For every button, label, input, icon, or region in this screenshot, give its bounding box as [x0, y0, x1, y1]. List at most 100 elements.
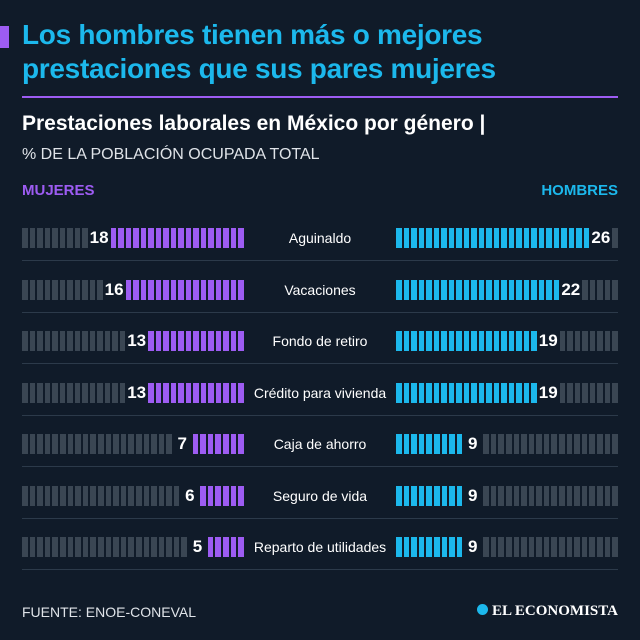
empty-segment: [44, 434, 51, 454]
empty-segment: [574, 485, 580, 506]
filled-segment: [140, 228, 147, 248]
filled-segment: [493, 279, 500, 300]
filled-segment: [403, 382, 410, 403]
filled-segment: [215, 228, 222, 248]
filled-segment: [215, 382, 222, 403]
empty-segment: [612, 485, 618, 506]
men-bar: 9: [396, 485, 618, 506]
divider: [22, 96, 618, 98]
empty-segment: [589, 279, 596, 300]
empty-segment: [589, 434, 596, 454]
empty-segment: [574, 382, 581, 403]
empty-segment: [612, 228, 618, 248]
filled-segment: [192, 434, 199, 454]
filled-segment: [411, 331, 417, 351]
empty-segment: [521, 434, 527, 454]
empty-segment: [483, 537, 489, 557]
men-bar: 19: [396, 382, 618, 403]
empty-segment: [581, 537, 588, 557]
filled-segment: [553, 279, 560, 300]
filled-segment: [170, 228, 177, 248]
empty-segment: [597, 434, 603, 454]
filled-segment: [238, 331, 244, 351]
empty-segment: [74, 228, 81, 248]
filled-segment: [403, 279, 410, 300]
filled-segment: [396, 331, 402, 351]
row-separator: [22, 517, 618, 519]
filled-segment: [418, 382, 425, 403]
empty-segment: [498, 537, 504, 557]
filled-segment: [200, 279, 207, 300]
filled-segment: [238, 434, 244, 454]
empty-segment: [128, 537, 134, 557]
filled-segment: [223, 228, 229, 248]
empty-segment: [551, 537, 558, 557]
empty-segment: [75, 434, 81, 454]
empty-segment: [505, 434, 512, 454]
empty-segment: [589, 382, 596, 403]
empty-segment: [105, 537, 112, 557]
empty-segment: [120, 485, 127, 506]
empty-segment: [513, 434, 520, 454]
empty-segment: [543, 537, 550, 557]
men-bar: 9: [396, 537, 618, 557]
filled-segment: [441, 279, 447, 300]
filled-segment: [215, 434, 222, 454]
empty-segment: [574, 434, 580, 454]
filled-segment: [403, 434, 410, 454]
filled-segment: [223, 331, 229, 351]
empty-segment: [59, 485, 66, 506]
filled-segment: [396, 537, 402, 557]
empty-segment: [151, 485, 157, 506]
filled-segment: [456, 331, 462, 351]
empty-segment: [566, 485, 573, 506]
empty-segment: [37, 537, 43, 557]
empty-segment: [158, 434, 165, 454]
filled-segment: [516, 279, 522, 300]
women-bar: 16: [22, 279, 244, 300]
chart-row: 5 9 Reparto de utilidades: [22, 537, 618, 557]
filled-segment: [508, 279, 515, 300]
legend-women: MUJERES: [22, 182, 95, 199]
empty-segment: [37, 228, 43, 248]
filled-segment: [207, 434, 214, 454]
filled-segment: [238, 382, 244, 403]
filled-segment: [426, 228, 432, 248]
empty-segment: [490, 485, 497, 506]
empty-segment: [574, 331, 581, 351]
empty-segment: [551, 485, 558, 506]
filled-segment: [523, 382, 530, 403]
empty-segment: [89, 331, 96, 351]
empty-segment: [44, 279, 51, 300]
empty-segment: [104, 331, 111, 351]
filled-segment: [426, 331, 432, 351]
empty-segment: [612, 434, 618, 454]
filled-segment: [230, 485, 237, 506]
filled-segment: [170, 331, 177, 351]
empty-segment: [143, 485, 150, 506]
data-label: 6: [185, 485, 195, 505]
filled-segment: [501, 228, 507, 248]
filled-segment: [185, 382, 192, 403]
filled-segment: [516, 331, 522, 351]
empty-segment: [597, 485, 603, 506]
women-bar: 13: [22, 382, 244, 403]
empty-segment: [44, 485, 51, 506]
filled-segment: [433, 434, 440, 454]
filled-segment: [155, 228, 162, 248]
empty-segment: [597, 279, 603, 300]
empty-segment: [22, 485, 28, 506]
empty-segment: [29, 279, 36, 300]
empty-segment: [597, 331, 603, 351]
empty-segment: [52, 485, 58, 506]
empty-segment: [82, 537, 89, 557]
filled-segment: [215, 485, 222, 506]
filled-segment: [238, 485, 244, 506]
filled-segment: [155, 331, 162, 351]
filled-segment: [531, 279, 537, 300]
category-label: Caja de ahorro: [273, 436, 367, 452]
filled-segment: [148, 279, 154, 300]
empty-segment: [135, 485, 142, 506]
filled-segment: [516, 382, 522, 403]
filled-segment: [531, 382, 537, 403]
